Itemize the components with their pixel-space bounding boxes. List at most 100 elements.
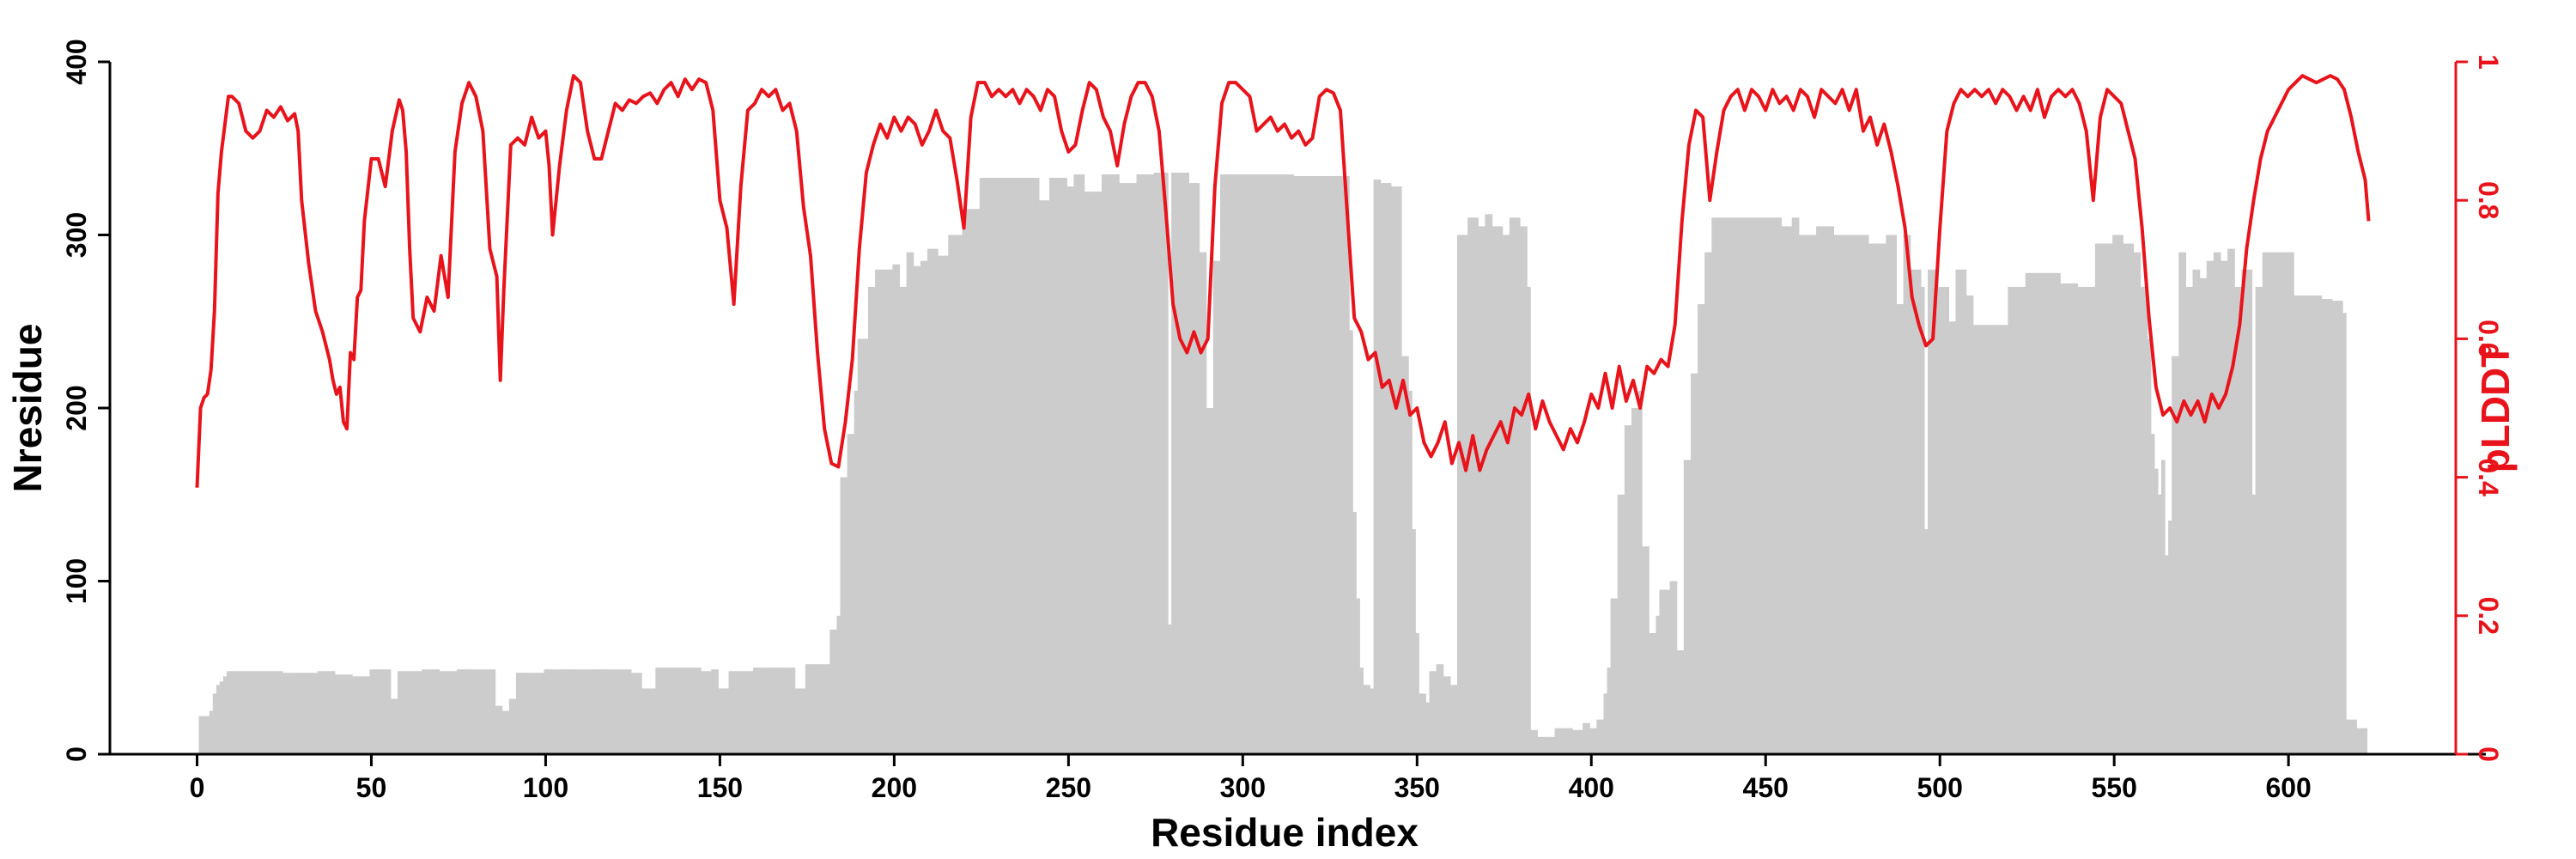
nresidue-bar bbox=[1356, 598, 1360, 754]
nresidue-bar bbox=[808, 664, 813, 754]
nresidue-bar bbox=[1087, 192, 1092, 755]
nresidue-bar bbox=[623, 669, 629, 754]
nresidue-bar bbox=[826, 664, 830, 754]
nresidue-bar bbox=[1854, 235, 1859, 754]
nresidue-bar bbox=[2258, 286, 2263, 754]
nresidue-bar bbox=[672, 667, 677, 754]
nresidue-bar bbox=[209, 710, 214, 755]
nresidue-bar bbox=[732, 671, 737, 754]
nresidue-bar bbox=[955, 235, 960, 754]
nresidue-bar bbox=[2363, 728, 2368, 754]
nresidue-bar bbox=[2231, 248, 2235, 754]
nresidue-bar bbox=[1188, 183, 1194, 755]
nresidue-bar bbox=[1327, 175, 1333, 755]
nresidue-bar bbox=[1429, 671, 1434, 754]
nresidue-bar bbox=[1701, 304, 1705, 755]
nresidue-bar bbox=[854, 390, 859, 754]
nresidue-bar bbox=[2025, 272, 2030, 755]
nresidue-bar bbox=[1872, 243, 1876, 754]
nresidue-bar bbox=[1412, 529, 1416, 754]
nresidue-bar bbox=[948, 235, 952, 754]
nresidue-bar bbox=[1917, 269, 1922, 754]
nresidue-bar bbox=[1119, 183, 1123, 755]
nresidue-bar bbox=[1136, 174, 1141, 755]
nresidue-bar bbox=[1258, 174, 1263, 755]
nresidue-bar bbox=[1583, 722, 1587, 754]
nresidue-bar bbox=[1275, 174, 1280, 755]
nresidue-bar bbox=[816, 664, 820, 754]
nresidue-bar bbox=[2143, 286, 2148, 754]
nresidue-bar bbox=[1321, 175, 1326, 755]
nresidue-bar bbox=[1014, 178, 1019, 754]
nresidue-bar bbox=[331, 671, 336, 754]
nresidue-bar bbox=[1331, 175, 1336, 755]
nresidue-bar bbox=[2269, 252, 2274, 754]
nresidue-bar bbox=[334, 674, 339, 754]
nresidue-bar bbox=[1007, 178, 1012, 754]
nresidue-bar bbox=[610, 669, 615, 754]
nresidue-bar bbox=[2283, 252, 2287, 754]
nresidue-bar bbox=[1903, 235, 1908, 754]
nresidue-bar bbox=[2321, 299, 2326, 754]
nresidue-bar bbox=[1631, 408, 1636, 754]
y-right-tick-label: 0.6 bbox=[2473, 320, 2504, 357]
nresidue-bar bbox=[975, 209, 981, 754]
nresidue-bar bbox=[1899, 304, 1905, 755]
nresidue-bar bbox=[2202, 277, 2208, 755]
nresidue-bar bbox=[1910, 269, 1915, 754]
nresidue-bar bbox=[763, 667, 768, 754]
nresidue-bar bbox=[369, 669, 374, 754]
nresidue-bar bbox=[303, 673, 307, 754]
nresidue-bar bbox=[1053, 178, 1057, 754]
nresidue-bar bbox=[916, 265, 921, 754]
nresidue-bar bbox=[2008, 286, 2013, 754]
nresidue-bar bbox=[638, 673, 642, 754]
nresidue-bar bbox=[1704, 252, 1709, 754]
nresidue-bar bbox=[1864, 235, 1869, 754]
nresidue-bar bbox=[2300, 295, 2306, 754]
nresidue-bar bbox=[1160, 172, 1165, 754]
nresidue-bar bbox=[2063, 283, 2068, 754]
nresidue-bar bbox=[222, 676, 228, 754]
nresidue-bar bbox=[1805, 235, 1810, 754]
nresidue-bar bbox=[1715, 217, 1720, 755]
nresidue-bar bbox=[289, 673, 294, 754]
nresidue-bar bbox=[1126, 183, 1130, 755]
nresidue-bar bbox=[2050, 272, 2054, 755]
nresidue-bar bbox=[589, 669, 593, 754]
nresidue-bar bbox=[234, 671, 238, 754]
nresidue-bar bbox=[1847, 235, 1852, 754]
nresidue-bar bbox=[864, 338, 869, 754]
nresidue-bar bbox=[781, 667, 786, 754]
nresidue-bar bbox=[425, 669, 430, 754]
nresidue-bar bbox=[1596, 719, 1601, 754]
nresidue-bar bbox=[990, 178, 994, 754]
nresidue-bar bbox=[1698, 304, 1702, 755]
nresidue-bar bbox=[843, 477, 848, 754]
nresidue-bar bbox=[1728, 217, 1734, 755]
nresidue-bar bbox=[701, 671, 705, 754]
nresidue-bar bbox=[2060, 283, 2064, 754]
nresidue-bar bbox=[1045, 200, 1050, 754]
nresidue-bar bbox=[669, 667, 674, 754]
nresidue-bar bbox=[2084, 286, 2089, 754]
nresidue-bar bbox=[1558, 728, 1563, 754]
x-axis-title: Residue index bbox=[1151, 810, 1419, 855]
nresidue-bar bbox=[240, 671, 245, 754]
nresidue-bar bbox=[557, 669, 562, 754]
nresidue-bar bbox=[662, 667, 667, 754]
nresidue-bar bbox=[1122, 183, 1127, 755]
nresidue-bar bbox=[1659, 589, 1664, 754]
nresidue-bar bbox=[554, 669, 559, 754]
nresidue-bar bbox=[2057, 272, 2061, 755]
nresidue-bar bbox=[1314, 175, 1319, 755]
nresidue-bar bbox=[1928, 269, 1932, 754]
nresidue-bar bbox=[1290, 174, 1294, 755]
nresidue-bar bbox=[2290, 252, 2294, 754]
nresidue-bar bbox=[1680, 650, 1685, 754]
x-tick-label: 350 bbox=[1394, 772, 1440, 803]
nresidue-bar bbox=[1261, 174, 1267, 755]
nresidue-bar bbox=[1816, 226, 1820, 754]
nresidue-bar bbox=[271, 671, 276, 754]
nresidue-bar bbox=[258, 671, 263, 754]
